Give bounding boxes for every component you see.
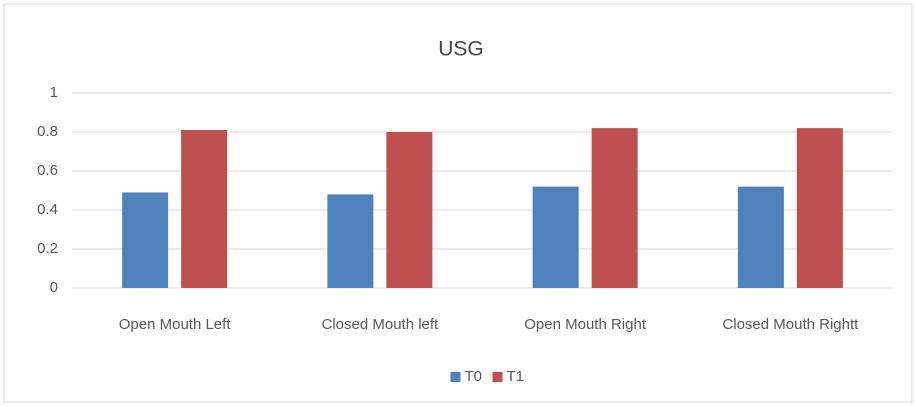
x-tick-label: Closed Mouth Rightt bbox=[722, 316, 859, 333]
x-tick-label: Open Mouth Right bbox=[524, 316, 647, 333]
x-tick-label: Closed Mouth left bbox=[322, 316, 440, 333]
y-tick-label: 0.6 bbox=[37, 162, 58, 179]
y-tick-label: 0.4 bbox=[37, 201, 58, 218]
legend-label: T0 bbox=[465, 368, 483, 385]
y-tick-label: 0.8 bbox=[37, 123, 58, 140]
y-tick-label: 0 bbox=[50, 279, 58, 296]
legend-label: T1 bbox=[507, 368, 525, 385]
x-tick-label: Open Mouth Left bbox=[119, 316, 232, 333]
y-tick-label: 0.2 bbox=[37, 240, 58, 257]
bar bbox=[737, 186, 784, 288]
bar bbox=[532, 186, 579, 288]
legend-swatch bbox=[450, 372, 461, 382]
chart-title: USG bbox=[438, 38, 484, 61]
bar bbox=[122, 192, 169, 288]
bar bbox=[591, 128, 638, 288]
bar bbox=[386, 132, 433, 288]
legend-swatch bbox=[492, 372, 503, 382]
y-tick-label: 1 bbox=[50, 84, 58, 101]
bar bbox=[796, 128, 843, 288]
bar bbox=[181, 130, 228, 288]
bar bbox=[327, 194, 374, 288]
